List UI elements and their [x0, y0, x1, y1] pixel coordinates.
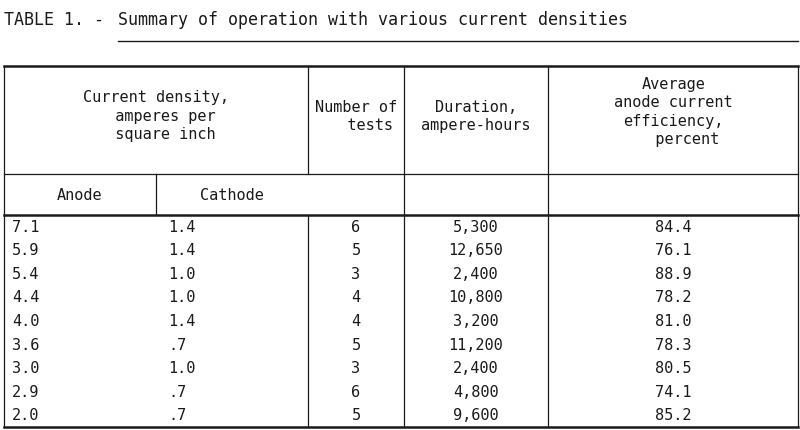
Text: 11,200: 11,200 — [449, 337, 503, 352]
Text: 3.6: 3.6 — [12, 337, 39, 352]
Text: 6: 6 — [351, 219, 361, 234]
Text: 5,300: 5,300 — [453, 219, 499, 234]
Text: 85.2: 85.2 — [655, 407, 691, 422]
Text: 4,800: 4,800 — [453, 384, 499, 399]
Text: 2,400: 2,400 — [453, 266, 499, 281]
Text: Average
anode current
efficiency,
   percent: Average anode current efficiency, percen… — [614, 77, 733, 147]
Text: 4.0: 4.0 — [12, 313, 39, 328]
Text: 4: 4 — [351, 313, 361, 328]
Text: 2.9: 2.9 — [12, 384, 39, 399]
Text: 1.4: 1.4 — [168, 243, 195, 258]
Text: 3.0: 3.0 — [12, 360, 39, 375]
Text: 7.1: 7.1 — [12, 219, 39, 234]
Text: 5.4: 5.4 — [12, 266, 39, 281]
Text: 1.0: 1.0 — [168, 266, 195, 281]
Text: 84.4: 84.4 — [655, 219, 691, 234]
Text: .7: .7 — [168, 384, 186, 399]
Text: 3: 3 — [351, 266, 361, 281]
Text: Duration,
ampere-hours: Duration, ampere-hours — [422, 99, 530, 133]
Text: Number of
   tests: Number of tests — [315, 99, 397, 133]
Text: 5.9: 5.9 — [12, 243, 39, 258]
Text: Anode: Anode — [57, 187, 103, 202]
Text: Current density,
  amperes per
  square inch: Current density, amperes per square inch — [83, 90, 229, 142]
Text: .7: .7 — [168, 407, 186, 422]
Text: 1.4: 1.4 — [168, 219, 195, 234]
Text: 5: 5 — [351, 243, 361, 258]
Text: 4: 4 — [351, 290, 361, 305]
Text: 9,600: 9,600 — [453, 407, 499, 422]
Text: 2.0: 2.0 — [12, 407, 39, 422]
Text: 76.1: 76.1 — [655, 243, 691, 258]
Text: Cathode: Cathode — [200, 187, 264, 202]
Text: 5: 5 — [351, 337, 361, 352]
Text: 78.3: 78.3 — [655, 337, 691, 352]
Text: 3,200: 3,200 — [453, 313, 499, 328]
Text: 6: 6 — [351, 384, 361, 399]
Text: TABLE 1. -: TABLE 1. - — [4, 11, 114, 29]
Text: 88.9: 88.9 — [655, 266, 691, 281]
Text: 1.0: 1.0 — [168, 360, 195, 375]
Text: Summary of operation with various current densities: Summary of operation with various curren… — [118, 11, 629, 29]
Text: 3: 3 — [351, 360, 361, 375]
Text: 74.1: 74.1 — [655, 384, 691, 399]
Text: 81.0: 81.0 — [655, 313, 691, 328]
Text: 4.4: 4.4 — [12, 290, 39, 305]
Text: 12,650: 12,650 — [449, 243, 503, 258]
Text: .7: .7 — [168, 337, 186, 352]
Text: 10,800: 10,800 — [449, 290, 503, 305]
Text: 5: 5 — [351, 407, 361, 422]
Text: 78.2: 78.2 — [655, 290, 691, 305]
Text: 1.0: 1.0 — [168, 290, 195, 305]
Text: 80.5: 80.5 — [655, 360, 691, 375]
Text: 2,400: 2,400 — [453, 360, 499, 375]
Text: 1.4: 1.4 — [168, 313, 195, 328]
